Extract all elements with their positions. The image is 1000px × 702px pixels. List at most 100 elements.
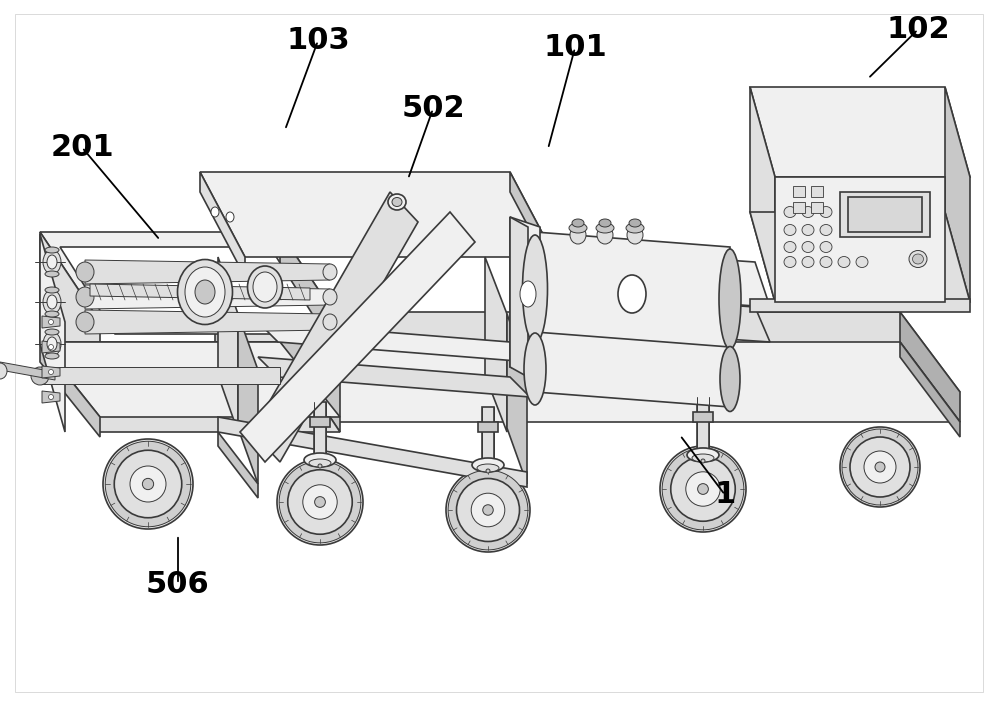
Polygon shape xyxy=(485,257,507,432)
Ellipse shape xyxy=(720,347,740,411)
Polygon shape xyxy=(0,362,55,380)
Ellipse shape xyxy=(483,505,493,515)
Polygon shape xyxy=(750,87,970,177)
Ellipse shape xyxy=(875,462,885,472)
Polygon shape xyxy=(40,342,100,437)
Ellipse shape xyxy=(692,454,714,462)
Text: 201: 201 xyxy=(50,133,114,162)
Ellipse shape xyxy=(323,264,337,280)
Text: 103: 103 xyxy=(286,26,350,55)
Polygon shape xyxy=(775,177,945,302)
Polygon shape xyxy=(945,87,970,302)
Polygon shape xyxy=(90,284,310,300)
Ellipse shape xyxy=(820,256,832,267)
Ellipse shape xyxy=(323,314,337,330)
Ellipse shape xyxy=(618,275,646,313)
Ellipse shape xyxy=(784,241,796,253)
Ellipse shape xyxy=(185,267,225,317)
Ellipse shape xyxy=(114,450,182,518)
Ellipse shape xyxy=(76,287,94,307)
Ellipse shape xyxy=(719,249,741,349)
Ellipse shape xyxy=(43,250,61,274)
Ellipse shape xyxy=(477,464,499,472)
Polygon shape xyxy=(240,212,475,462)
Ellipse shape xyxy=(784,225,796,235)
Ellipse shape xyxy=(103,439,193,529)
Ellipse shape xyxy=(76,312,94,332)
Ellipse shape xyxy=(596,223,614,233)
Polygon shape xyxy=(40,232,340,322)
Ellipse shape xyxy=(142,478,154,489)
Ellipse shape xyxy=(304,453,336,467)
Ellipse shape xyxy=(850,437,910,497)
Ellipse shape xyxy=(226,212,234,222)
Ellipse shape xyxy=(524,333,546,405)
Ellipse shape xyxy=(802,206,814,218)
Polygon shape xyxy=(200,172,555,257)
Ellipse shape xyxy=(318,464,322,468)
Polygon shape xyxy=(697,397,709,452)
Ellipse shape xyxy=(47,255,57,269)
Bar xyxy=(811,202,823,213)
Ellipse shape xyxy=(686,472,720,506)
Polygon shape xyxy=(40,342,340,432)
Polygon shape xyxy=(258,357,530,397)
Polygon shape xyxy=(85,260,330,284)
Ellipse shape xyxy=(471,494,505,526)
Ellipse shape xyxy=(195,280,215,304)
Ellipse shape xyxy=(820,241,832,253)
Ellipse shape xyxy=(303,485,337,519)
Ellipse shape xyxy=(45,311,59,317)
Ellipse shape xyxy=(784,206,796,218)
Polygon shape xyxy=(40,367,280,384)
Polygon shape xyxy=(258,322,530,362)
Ellipse shape xyxy=(388,194,406,210)
Ellipse shape xyxy=(392,197,402,206)
Bar xyxy=(793,186,805,197)
Polygon shape xyxy=(60,247,325,334)
Ellipse shape xyxy=(687,448,719,462)
Ellipse shape xyxy=(572,219,584,227)
Text: 102: 102 xyxy=(886,15,950,44)
Ellipse shape xyxy=(0,363,7,379)
Polygon shape xyxy=(314,402,326,457)
Polygon shape xyxy=(42,391,60,403)
Polygon shape xyxy=(535,247,770,307)
Text: 506: 506 xyxy=(146,569,210,599)
Ellipse shape xyxy=(456,479,520,541)
Polygon shape xyxy=(215,312,275,422)
Ellipse shape xyxy=(597,226,613,244)
Ellipse shape xyxy=(838,256,850,267)
Ellipse shape xyxy=(820,225,832,235)
Ellipse shape xyxy=(520,281,536,307)
Ellipse shape xyxy=(912,254,924,264)
Ellipse shape xyxy=(627,226,643,244)
Ellipse shape xyxy=(253,272,277,302)
Ellipse shape xyxy=(629,219,641,227)
Ellipse shape xyxy=(698,484,708,494)
Polygon shape xyxy=(238,314,258,484)
Polygon shape xyxy=(535,232,730,352)
Polygon shape xyxy=(85,310,330,334)
Ellipse shape xyxy=(76,262,94,282)
Ellipse shape xyxy=(45,353,59,359)
Polygon shape xyxy=(42,366,60,378)
Ellipse shape xyxy=(446,468,530,552)
Polygon shape xyxy=(750,299,970,312)
Polygon shape xyxy=(848,197,922,232)
Ellipse shape xyxy=(802,256,814,267)
Ellipse shape xyxy=(864,451,896,483)
Ellipse shape xyxy=(522,235,548,343)
Polygon shape xyxy=(200,172,245,277)
Ellipse shape xyxy=(248,266,283,308)
Polygon shape xyxy=(507,314,527,484)
Polygon shape xyxy=(535,292,770,342)
Ellipse shape xyxy=(48,319,54,324)
Ellipse shape xyxy=(105,442,191,526)
Polygon shape xyxy=(218,417,527,487)
Ellipse shape xyxy=(840,427,920,507)
Polygon shape xyxy=(218,257,238,432)
Polygon shape xyxy=(215,342,960,422)
Polygon shape xyxy=(85,285,330,309)
Ellipse shape xyxy=(43,290,61,314)
